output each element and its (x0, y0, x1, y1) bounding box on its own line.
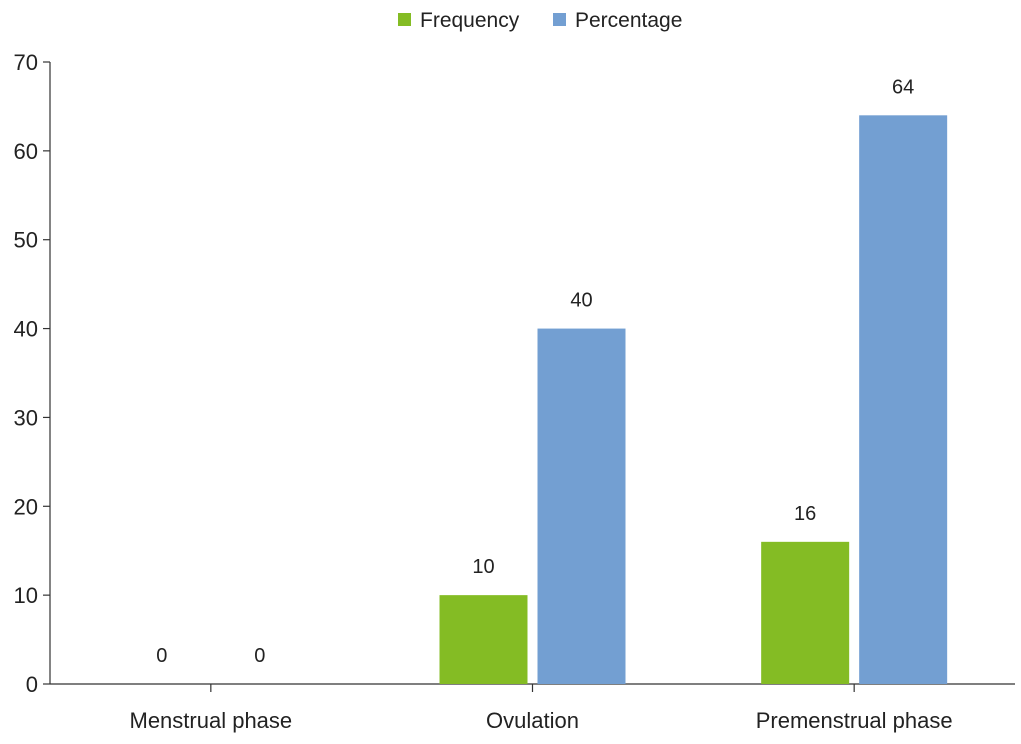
legend-swatch-percentage (553, 13, 566, 26)
y-axis: 0 10 20 30 40 50 60 70 (14, 50, 51, 697)
legend-swatch-frequency (398, 13, 411, 26)
y-tick-label: 60 (14, 139, 38, 164)
data-label-percentage: 0 (254, 645, 265, 667)
y-tick-label: 70 (14, 50, 38, 75)
data-label-percentage: 64 (892, 76, 914, 98)
data-label-frequency: 10 (472, 556, 494, 578)
legend-label-frequency: Frequency (420, 9, 520, 32)
bar-frequency (761, 541, 850, 684)
x-axis: Menstrual phase Ovulation Premenstrual pha… (50, 683, 1015, 733)
bar-percentage (859, 115, 948, 685)
y-tick-label: 40 (14, 317, 38, 342)
legend: Frequency Percentage (398, 9, 682, 32)
y-tick-label: 10 (14, 583, 38, 608)
data-labels: 0 0 10 40 16 64 (156, 76, 914, 667)
data-label-frequency: 16 (794, 503, 816, 525)
y-tick-label: 30 (14, 405, 38, 430)
bars (439, 115, 948, 685)
x-category-label: Premenstrual phase (756, 708, 953, 733)
legend-label-percentage: Percentage (575, 9, 682, 32)
bar-percentage (537, 328, 626, 684)
data-label-frequency: 0 (156, 645, 167, 667)
y-tick-label: 50 (14, 228, 38, 253)
x-category-label: Ovulation (486, 708, 579, 733)
bar-frequency (439, 595, 528, 684)
y-tick-label: 0 (26, 672, 38, 697)
data-label-percentage: 40 (570, 290, 592, 312)
x-category-label: Menstrual phase (130, 708, 293, 733)
y-tick-label: 20 (14, 494, 38, 519)
